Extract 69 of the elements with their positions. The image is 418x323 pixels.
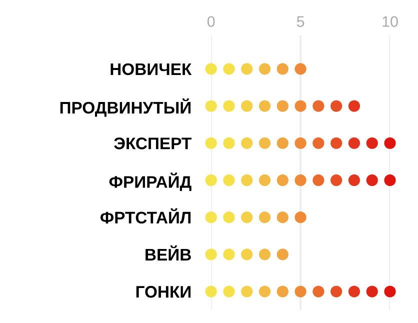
point [348, 137, 360, 149]
point [205, 248, 217, 260]
x-tick-label: 10 [382, 16, 398, 27]
point [205, 63, 217, 75]
point [366, 174, 378, 186]
point [312, 286, 324, 298]
point [276, 286, 288, 298]
point [241, 63, 253, 75]
point [241, 286, 253, 298]
y-tick-label: ФРТСТАЙЛ [100, 208, 191, 224]
point [223, 248, 235, 260]
x-tick-label: 5 [296, 16, 304, 27]
point [276, 100, 288, 112]
y-tick-label: ВЕЙВ [146, 245, 191, 260]
point [223, 100, 235, 112]
point [312, 174, 324, 186]
point [276, 63, 288, 75]
point [258, 63, 271, 75]
point [241, 248, 253, 260]
point [294, 100, 306, 112]
point [258, 174, 271, 186]
point [205, 137, 217, 149]
y-tick-label: ФРИРАЙД [109, 172, 192, 192]
point [366, 286, 378, 298]
point [312, 100, 324, 112]
point [276, 174, 288, 186]
point [312, 137, 324, 149]
point [258, 248, 271, 260]
point [205, 286, 217, 298]
point [384, 286, 396, 298]
point [276, 212, 288, 224]
point [258, 212, 271, 224]
point [241, 174, 253, 186]
point [223, 174, 235, 186]
point [241, 100, 253, 112]
point [258, 100, 271, 112]
point [330, 174, 342, 186]
point [330, 137, 342, 149]
point [384, 137, 396, 149]
point [276, 248, 288, 260]
point [294, 174, 306, 186]
point [366, 137, 378, 149]
x-tick-label: 0 [207, 16, 215, 27]
point [223, 63, 235, 75]
point [294, 286, 306, 298]
y-tick-label: ГОНКИ [136, 286, 191, 298]
point [223, 286, 235, 298]
y-tick-label: ЭКСПЕРТ [114, 138, 192, 150]
point [258, 137, 271, 149]
point [294, 63, 306, 75]
point [241, 212, 253, 224]
point [348, 174, 360, 186]
point [294, 137, 306, 149]
point [384, 174, 396, 186]
point [348, 100, 360, 112]
point [223, 137, 235, 149]
point [330, 100, 342, 112]
point [330, 286, 342, 298]
point [205, 100, 217, 112]
point [241, 137, 253, 149]
point [223, 212, 235, 224]
point [205, 174, 217, 186]
point [205, 212, 217, 224]
point [294, 212, 306, 224]
y-tick-label: НОВИЧЕК [110, 63, 192, 76]
y-tick-label: ПРОДВИНУТЫЙ [60, 98, 191, 117]
point [348, 286, 360, 298]
point [276, 137, 288, 149]
point [258, 286, 271, 298]
